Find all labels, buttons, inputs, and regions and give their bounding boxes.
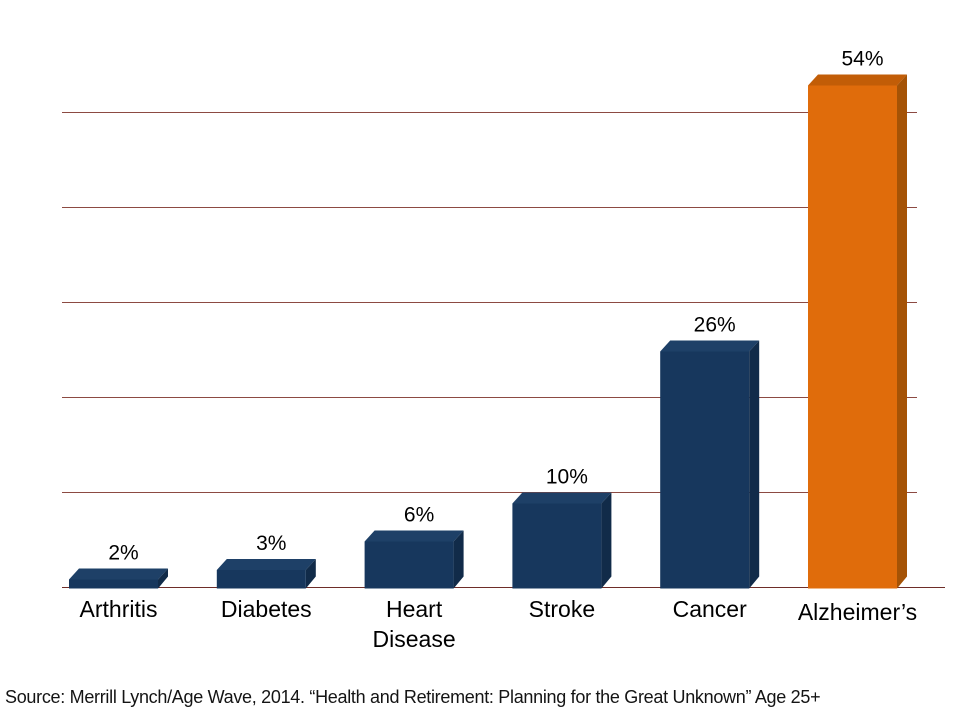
bar-front-face — [660, 351, 750, 589]
value-label: 6% — [404, 504, 434, 527]
bar-front-face — [808, 85, 897, 589]
bar-alzheimer-s — [808, 74, 907, 589]
source-note: Source: Merrill Lynch/Age Wave, 2014. “H… — [5, 687, 821, 707]
bar-heart-disease — [364, 530, 464, 589]
bar-top-face — [216, 559, 316, 570]
bar-side-face — [897, 74, 907, 589]
bar-front-face — [364, 541, 454, 589]
category-label-arthritis: Arthritis — [79, 596, 158, 622]
bar-side-face — [749, 340, 760, 589]
value-label: 2% — [108, 542, 138, 565]
bar-diabetes — [216, 559, 316, 589]
bar-front-face — [216, 570, 306, 589]
bar-top-face — [512, 492, 612, 504]
category-label-cancer: Cancer — [672, 596, 747, 622]
bar-front-face — [69, 579, 158, 589]
bar-side-face — [158, 568, 168, 589]
value-label: 54% — [841, 48, 883, 71]
bar-side-face — [305, 559, 316, 589]
bar-cancer — [660, 340, 760, 589]
bar-top-face — [660, 340, 760, 352]
bar-side-face — [601, 492, 612, 589]
bar-front-face — [512, 503, 602, 589]
category-label-alzheimer-s: Alzheimer’s — [797, 599, 918, 625]
category-label-diabetes: Diabetes — [220, 596, 312, 622]
category-label-heart-disease: Heart Disease — [372, 596, 456, 652]
bar-chart: 2% 3% 6% 10% 26% 54% — [62, 48, 945, 589]
bar-top-face — [808, 74, 907, 86]
bar-stroke — [512, 492, 612, 589]
bar-side-face — [453, 530, 464, 589]
value-label: 3% — [256, 532, 286, 555]
bar-top-face — [364, 530, 464, 542]
bar-top-face — [69, 568, 168, 580]
category-label-stroke: Stroke — [528, 596, 596, 622]
bar-arthritis — [69, 568, 168, 589]
value-label: 26% — [694, 314, 736, 337]
value-label: 10% — [546, 466, 588, 489]
